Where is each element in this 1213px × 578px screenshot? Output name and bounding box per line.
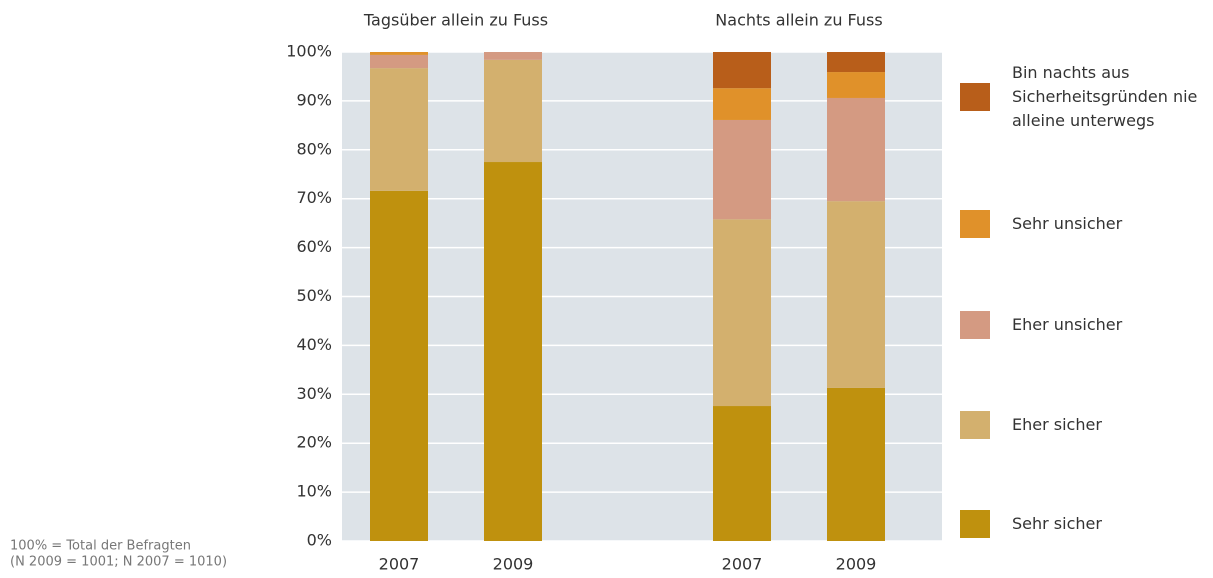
y-tick-label: 0% — [307, 531, 332, 550]
y-tick-label: 50% — [296, 286, 332, 305]
bar-segment — [370, 190, 428, 541]
bar-segment — [827, 97, 885, 202]
bar-segment — [713, 88, 771, 120]
legend-label: Bin nachts aus Sicherheitsgründen nie al… — [1012, 63, 1198, 130]
bar-segment — [370, 52, 428, 55]
bar-segment — [827, 52, 885, 73]
y-tick-label: 90% — [296, 90, 332, 109]
bar-segment — [370, 68, 428, 191]
y-tick-label: 80% — [296, 139, 332, 158]
bar-segment — [713, 119, 771, 220]
bar-segment — [484, 162, 542, 541]
footnote: (N 2009 = 1001; N 2007 = 1010) — [10, 555, 227, 570]
x-tick-label: 2007 — [722, 555, 763, 574]
y-tick-label: 70% — [296, 188, 332, 207]
legend-label: Eher sicher — [1012, 415, 1102, 434]
bar-segment — [713, 219, 771, 407]
y-tick-label: 30% — [296, 384, 332, 403]
legend-label: Sehr unsicher — [1012, 214, 1123, 233]
legend-label: Eher unsicher — [1012, 315, 1123, 334]
legend-label: Sehr sicher — [1012, 514, 1102, 533]
bar-segment — [827, 72, 885, 98]
bar-segment — [713, 52, 771, 89]
legend-swatch — [960, 210, 990, 238]
bar-segment — [370, 54, 428, 69]
bar-segment — [827, 387, 885, 541]
x-tick-label: 2009 — [493, 555, 534, 574]
bar-segment — [484, 52, 542, 60]
x-tick-label: 2007 — [379, 555, 420, 574]
bar-segment — [713, 406, 771, 541]
bar-segment — [827, 201, 885, 388]
x-tick-label: 2009 — [836, 555, 877, 574]
group-label: Tagsüber allein zu Fuss — [363, 11, 548, 30]
y-tick-label: 100% — [286, 42, 332, 61]
legend-swatch — [960, 311, 990, 339]
legend-swatch — [960, 411, 990, 439]
y-tick-label: 20% — [296, 433, 332, 452]
footnote: 100% = Total der Befragten — [10, 539, 191, 554]
bar-segment — [484, 59, 542, 163]
legend-swatch — [960, 510, 990, 538]
y-tick-label: 60% — [296, 237, 332, 256]
y-tick-label: 10% — [296, 482, 332, 501]
group-label: Nachts allein zu Fuss — [715, 11, 882, 30]
legend-swatch — [960, 83, 990, 111]
y-tick-label: 40% — [296, 335, 332, 354]
